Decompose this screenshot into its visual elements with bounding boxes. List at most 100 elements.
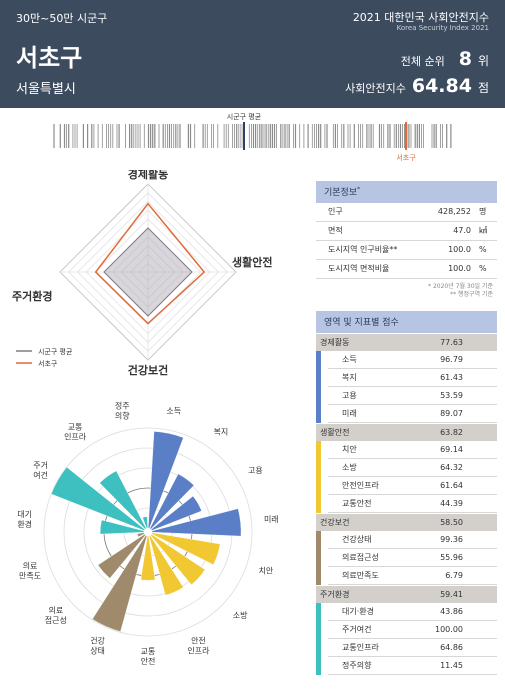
score-item-value: 44.39 [440,499,463,508]
polar-bars [50,431,242,632]
basic-info-title: 기본정보 [324,188,358,198]
score-item-value: 43.86 [440,607,463,616]
basic-info-notes: * 2020년 7월 30일 기준 ** 행정구역 기준 [316,279,497,299]
scores-rows: 경제활동 77.63 소득 96.79 복지 61.43 고용 53.59 미래 89.07 생활안… [316,334,497,675]
basic-info-unit: ㎢ [479,226,487,235]
polar-label: 의료 만족도 [19,560,41,580]
polar-label: 교통 안전 [141,647,156,666]
score-item-name: 교통인프라 [342,643,379,652]
score-item-name: 건강상태 [342,535,372,544]
legend-average-label: 시군구 평균 [38,347,73,356]
polar-bar [137,532,145,538]
score-item-row: 복지 61.43 [316,369,497,387]
basic-info-value: 428,252 [437,207,471,216]
basic-info-value-wrap: 428,252 명 [427,203,489,221]
score-group-value: 59.41 [440,590,463,599]
score-item-row: 교통인프라 64.86 [316,639,497,657]
score-item-value: 53.59 [440,391,463,400]
polar-bar [97,533,146,579]
scores-header: 영역 및 지표별 점수 [316,311,497,333]
score-unit: 점 [477,81,489,95]
index-subtitle: Korea Security Index 2021 [396,24,489,32]
score-item-name: 의료만족도 [342,571,379,580]
polar-bar [148,535,184,596]
polar-label: 대기 환경 [17,510,32,529]
score-label: 사회안전지수 [345,82,406,95]
polar-grid-ring [43,427,253,637]
score-item-name: 안전인프라 [342,481,379,490]
score-group-row: 경제활동 77.63 [316,334,497,351]
basic-info-title-mark: * [357,186,361,193]
basic-info-header: 기본정보* [316,181,497,203]
score-item-name: 치안 [342,445,357,454]
polar-bar [140,535,156,581]
basic-info-note: ** 행정구역 기준 [450,291,493,298]
basic-info-value-wrap: 100.0% [427,260,489,278]
region-category: 30만~50만 시군구 [16,12,108,25]
basic-info-label: 면적 [328,226,343,235]
score-group-color-bar [316,567,321,585]
score-group-color-bar [316,351,321,369]
score-item-name: 고용 [342,391,357,400]
score-group-color-bar [316,387,321,405]
rank-strip-lines [53,124,452,148]
score-item-row: 교통안전 44.39 [316,495,497,513]
score-group-color-bar [316,621,321,639]
radar-series-average [103,227,193,317]
polar-bar [92,535,148,632]
score-item-value: 64.86 [440,643,463,652]
polar-label: 주거 여건 [33,461,48,480]
self-marker-label: 서초구 [396,153,416,162]
score-value: 64.84 [411,75,472,97]
polar-label: 소방 [233,610,248,620]
score-item-value: 61.64 [440,481,463,490]
score-group-value: 63.82 [440,428,463,437]
score-group-color-bar [316,405,321,423]
polar-bar [99,519,145,535]
score-group-color-bar [316,531,321,549]
polar-bar [99,470,147,530]
polar-label: 안전 인프라 [187,635,210,655]
score-item-value: 96.79 [440,355,463,364]
polar-bar [142,516,148,529]
rank-value: 8 [458,48,472,70]
radar-legend: 시군구 평균 서초구 [16,347,73,368]
score-item-row: 정주의향 11.45 [316,657,497,675]
score-item-row: 의료접근성 55.96 [316,549,497,567]
average-marker-label: 시군구 평균 [227,112,262,121]
score-item-name: 정주의향 [342,661,372,670]
index-title: 2021 대한민국 사회안전지수 [352,11,489,24]
polar-label: 고용 [248,466,263,475]
polar-label: 소득 [166,407,181,416]
score-item-row: 의료만족도 6.79 [316,567,497,585]
score-group-name: 경제활동 [320,338,350,347]
score-group-value: 58.50 [440,518,463,527]
rank-strip: 시군구 평균 서초구 [53,112,452,162]
basic-info-row: 인구 428,252 명 [316,203,497,222]
basic-info-panel: 기본정보* 인구 428,252 명 면적 47.0 ㎢ 도시지역 인구비율** 100.0%… [316,181,497,299]
score-group-row: 건강보건 58.50 [316,514,497,531]
basic-info-label: 도시지역 면적비율 [328,264,390,273]
score-item-value: 69.14 [440,445,463,454]
score-group-name: 건강보건 [320,518,350,527]
basic-info-row: 도시지역 면적비율 100.0% [316,260,497,279]
score-item-row: 소방 64.32 [316,459,497,477]
score-item-value: 64.32 [440,463,463,472]
radar-series-self [94,202,206,325]
basic-info-rows: 인구 428,252 명 면적 47.0 ㎢ 도시지역 인구비율** 100.0% 도시지역 면… [316,203,497,279]
score-block: 사회안전지수 64.84 점 [345,75,489,97]
polar-label: 정주 의향 [115,401,130,421]
radar-axis-label-health: 건강보건 [128,363,168,377]
score-item-value: 61.43 [440,373,463,382]
score-item-name: 대기·환경 [342,607,374,616]
score-item-value: 6.79 [445,571,463,580]
score-group-row: 생활안전 63.82 [316,424,497,441]
score-group-color-bar [316,495,321,513]
score-item-name: 소방 [342,463,357,472]
polar-label: 건강 상태 [90,635,105,655]
polar-bar [149,473,195,530]
basic-info-unit: % [479,264,487,273]
basic-info-value-wrap: 100.0% [427,241,489,259]
